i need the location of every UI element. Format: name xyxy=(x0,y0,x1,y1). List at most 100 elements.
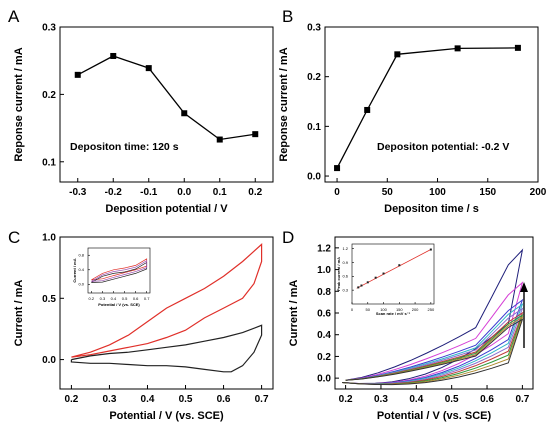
y-tick-label: 1.0 xyxy=(42,233,56,244)
inset-data-point xyxy=(429,248,432,251)
inset-plot: 0 50 100 150 200 250 0.3 0.6 0.9 1.2 Scan rate / m… xyxy=(336,243,435,316)
x-axis-label: Potential / V (vs. SCE) xyxy=(98,302,140,307)
panel-label: B xyxy=(282,7,293,26)
y-tick-label: 0.0 xyxy=(317,374,331,385)
y-tick-label: 1.2 xyxy=(317,243,331,254)
x-tick-label: 0.2 xyxy=(64,394,78,405)
data-point xyxy=(364,106,371,113)
x-tick-label: -0.2 xyxy=(105,187,123,198)
x-tick-label: 0.2 xyxy=(339,394,353,405)
cv-curve xyxy=(71,243,263,358)
y-tick-label: 0.3 xyxy=(42,23,56,34)
data-point xyxy=(110,52,117,59)
x-tick-label: 0.5 xyxy=(122,296,128,301)
plot-frame xyxy=(59,26,274,183)
data-point xyxy=(334,165,341,172)
x-tick-label: 0.3 xyxy=(374,394,388,405)
x-tick-label: 0.2 xyxy=(248,187,262,198)
y-tick-label: 0.0 xyxy=(78,282,84,287)
x-tick-label: -0.1 xyxy=(140,187,158,198)
y-tick-label: 0.2 xyxy=(307,72,321,83)
y-tick-label: 0.5 xyxy=(42,294,56,305)
y-tick-label: 0.9 xyxy=(342,260,348,265)
plot-frame xyxy=(87,247,151,294)
cv-curve xyxy=(342,318,524,386)
inset-data-point xyxy=(398,264,401,267)
y-tick-label: 1.0 xyxy=(317,265,331,276)
panel-label: C xyxy=(8,228,20,247)
annotation-text: Depositon potential: -0.2 V xyxy=(377,141,509,153)
inset-data-point xyxy=(360,284,363,287)
panel-D: D 0.2 0.3 0.4 0.5 0.6 0.7 0.0 0.2 0.4 0.6 0.8 1.0 1.2… xyxy=(282,228,534,422)
y-axis-label: Reponse current / mA xyxy=(13,47,25,161)
arrow-head-icon xyxy=(520,282,528,292)
panel-label: A xyxy=(8,7,20,26)
x-tick-label: 0.7 xyxy=(515,394,529,405)
data-point xyxy=(74,71,81,78)
y-tick-label: 1.2 xyxy=(342,246,348,251)
y-axis-label: Current / mA xyxy=(288,280,300,347)
x-tick-label: 0 xyxy=(351,307,354,312)
x-tick-label: 0.5 xyxy=(445,394,459,405)
y-axis-label: Reponse current / mA xyxy=(278,47,290,161)
inset-data-point xyxy=(382,272,385,275)
y-tick-label: 0.6 xyxy=(317,309,331,320)
data-point xyxy=(252,131,259,138)
x-tick-label: 0.5 xyxy=(179,394,193,405)
inset-plot: 0.2 0.3 0.4 0.5 0.6 0.7 0.0 0.4 0.8 Potential / V… xyxy=(72,247,151,307)
cv-curve xyxy=(342,281,524,385)
data-point xyxy=(454,45,461,52)
annotation-text: Depositon time: 120 s xyxy=(70,141,179,153)
x-tick-label: 200 xyxy=(530,187,547,198)
y-tick-label: 0.0 xyxy=(307,172,321,183)
inset-data-point xyxy=(357,286,360,289)
series-line xyxy=(77,55,256,141)
y-tick-label: 0.0 xyxy=(42,355,56,366)
plot-frame xyxy=(324,26,539,183)
x-tick-label: 0.6 xyxy=(133,296,139,301)
y-tick-label: 0.3 xyxy=(307,23,321,34)
y-tick-label: 0.4 xyxy=(317,330,331,341)
x-tick-label: 0.2 xyxy=(89,296,95,301)
x-tick-label: 150 xyxy=(396,307,403,312)
x-tick-label: 0.6 xyxy=(217,394,231,405)
y-tick-label: 0.6 xyxy=(342,274,348,279)
x-tick-label: 50 xyxy=(382,187,394,198)
x-tick-label: 0.4 xyxy=(409,394,423,405)
plot-frame xyxy=(59,236,274,390)
x-tick-label: 150 xyxy=(479,187,496,198)
y-axis-label: Current / mA xyxy=(72,258,77,282)
y-tick-label: 0.8 xyxy=(78,253,84,258)
data-point xyxy=(145,65,152,72)
cv-curve xyxy=(342,248,524,385)
x-axis-label: Depositon time / s xyxy=(384,203,479,215)
cv-curve xyxy=(70,324,263,373)
x-tick-label: 0.3 xyxy=(102,394,116,405)
panel-label: D xyxy=(282,228,294,247)
y-tick-label: 0.4 xyxy=(78,267,84,272)
x-tick-label: 0.4 xyxy=(111,296,117,301)
cv-curve xyxy=(342,307,524,385)
inset-cv-curve xyxy=(91,260,148,282)
x-tick-label: -0.3 xyxy=(69,187,87,198)
x-tick-label: 0.7 xyxy=(255,394,269,405)
x-tick-label: 0.4 xyxy=(141,394,155,405)
y-tick-label: 0.1 xyxy=(42,157,56,168)
x-tick-label: 0 xyxy=(334,187,340,198)
x-axis-label: Deposition potential / V xyxy=(105,203,228,215)
y-tick-label: 0.2 xyxy=(317,352,331,363)
x-tick-label: 0.6 xyxy=(480,394,494,405)
x-axis-label: Scan rate / mV s⁻¹ xyxy=(376,311,411,316)
x-tick-label: 200 xyxy=(412,307,419,312)
inset-data-point xyxy=(374,276,377,279)
inset-data-point xyxy=(366,281,369,284)
data-point xyxy=(394,51,401,58)
plot-frame xyxy=(351,243,435,305)
data-point xyxy=(514,44,521,51)
data-point xyxy=(216,136,223,143)
y-tick-label: 0.1 xyxy=(307,122,321,133)
x-tick-label: 50 xyxy=(366,307,371,312)
y-axis-label: Peak current / mA xyxy=(336,257,341,291)
x-tick-label: 0.0 xyxy=(177,187,191,198)
